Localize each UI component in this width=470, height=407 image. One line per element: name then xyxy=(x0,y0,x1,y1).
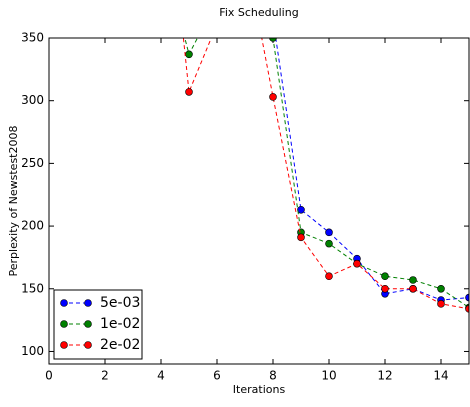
chart-title: Fix Scheduling xyxy=(219,6,298,19)
data-point xyxy=(326,273,333,280)
data-point xyxy=(438,300,445,307)
data-point xyxy=(438,285,445,292)
y-tick-label: 100 xyxy=(21,344,44,358)
data-point xyxy=(214,0,221,4)
y-tick-label: 250 xyxy=(21,156,44,170)
y-tick-label: 200 xyxy=(21,219,44,233)
x-tick-label: 0 xyxy=(45,369,53,383)
legend-marker xyxy=(85,342,92,349)
data-point xyxy=(298,234,305,241)
legend-marker xyxy=(85,300,92,307)
data-point xyxy=(326,229,333,236)
plot-area xyxy=(158,0,470,312)
legend-marker xyxy=(61,300,68,307)
x-tick-label: 4 xyxy=(157,369,165,383)
legend-marker xyxy=(61,321,68,328)
data-point xyxy=(410,276,417,283)
x-tick-label: 12 xyxy=(377,369,392,383)
data-point xyxy=(214,21,221,28)
y-tick-label: 350 xyxy=(21,31,44,45)
x-tick-label: 14 xyxy=(433,369,448,383)
y-tick-label: 300 xyxy=(21,93,44,107)
series-line xyxy=(161,0,469,308)
data-point xyxy=(186,88,193,95)
series-line xyxy=(161,0,469,309)
y-axis-label: Perplexity of Newstest2008 xyxy=(7,126,20,277)
legend-marker xyxy=(61,342,68,349)
x-tick-label: 6 xyxy=(213,369,221,383)
x-axis-label: Iterations xyxy=(233,383,286,396)
data-point xyxy=(326,240,333,247)
y-tick-label: 150 xyxy=(21,281,44,295)
x-tick-label: 10 xyxy=(321,369,336,383)
legend-label: 2e-02 xyxy=(100,337,140,353)
x-tick-label: 2 xyxy=(101,369,109,383)
data-point xyxy=(354,260,361,267)
series-line xyxy=(161,0,469,300)
legend-label: 1e-02 xyxy=(100,316,140,332)
data-point xyxy=(270,93,277,100)
data-point xyxy=(410,285,417,292)
data-point xyxy=(382,285,389,292)
x-tick-label: 8 xyxy=(269,369,277,383)
data-point xyxy=(382,273,389,280)
data-point xyxy=(186,51,193,58)
legend-label: 5e-03 xyxy=(100,295,140,311)
legend-marker xyxy=(85,321,92,328)
